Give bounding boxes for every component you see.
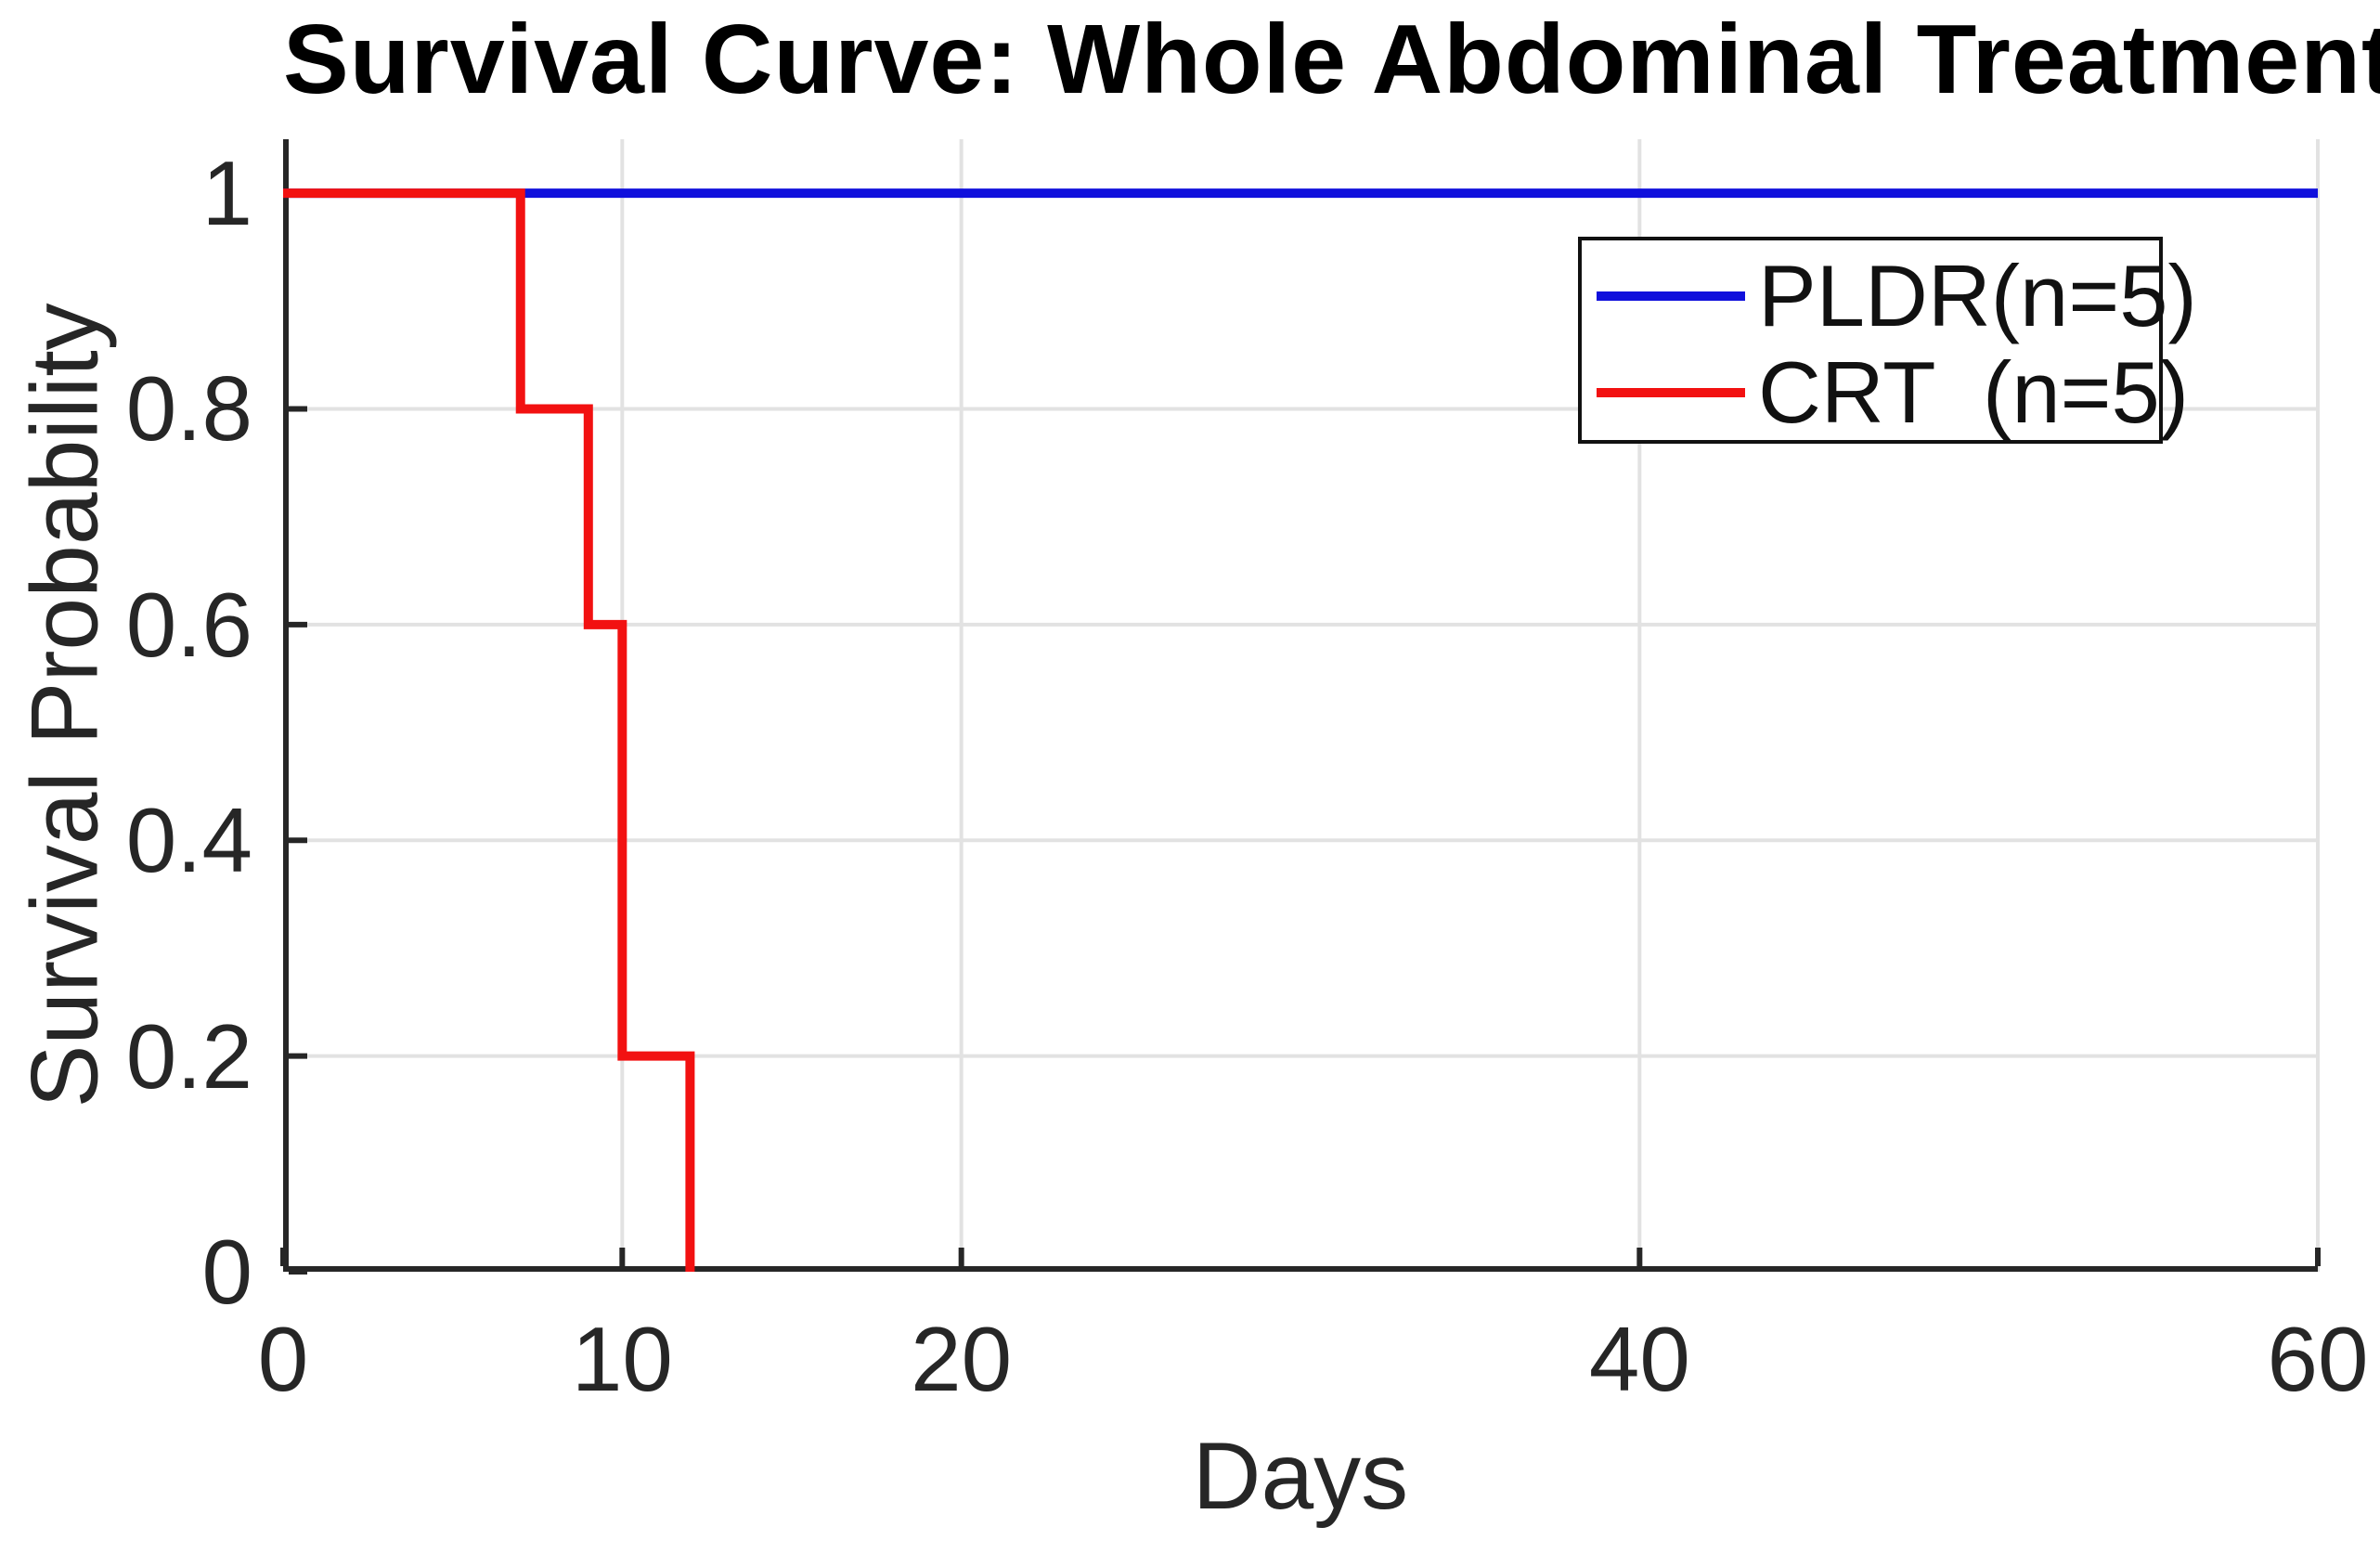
survival-line-crt bbox=[283, 188, 695, 1272]
legend-line-sample-crt bbox=[1597, 387, 1745, 397]
y-tick-label-0.2: 0.2 bbox=[125, 1004, 252, 1107]
chart-title: Survival Curve: Whole Abdominal Treatmen… bbox=[283, 5, 2380, 114]
y-tick-label-0.8: 0.8 bbox=[125, 357, 252, 460]
x-axis-label: Days bbox=[1192, 1423, 1409, 1529]
plot-area bbox=[280, 139, 2321, 1275]
legend-row-pldr: PLDR(n=5) bbox=[1582, 247, 2197, 344]
legend-label-crt: CRT (n=5) bbox=[1758, 343, 2190, 441]
legend-label-pldr: PLDR(n=5) bbox=[1758, 246, 2197, 344]
legend: PLDR(n=5) CRT (n=5) bbox=[1578, 237, 2197, 444]
legend-line-sample-pldr bbox=[1597, 291, 1745, 301]
x-tick-label-40: 40 bbox=[1588, 1308, 1690, 1410]
x-tick-label-0: 0 bbox=[257, 1308, 309, 1410]
y-tick-label-1: 1 bbox=[201, 142, 252, 245]
x-tick-label-20: 20 bbox=[911, 1308, 1013, 1410]
x-tick-label-10: 10 bbox=[571, 1308, 673, 1410]
y-tick-label-0.4: 0.4 bbox=[125, 789, 252, 892]
x-tick-label-60: 60 bbox=[2267, 1308, 2369, 1410]
y-tick-label-0: 0 bbox=[201, 1221, 252, 1323]
plot-canvas bbox=[280, 139, 2321, 1275]
y-tick-label-0.6: 0.6 bbox=[125, 573, 252, 676]
legend-row-crt: CRT (n=5) bbox=[1582, 343, 2189, 441]
